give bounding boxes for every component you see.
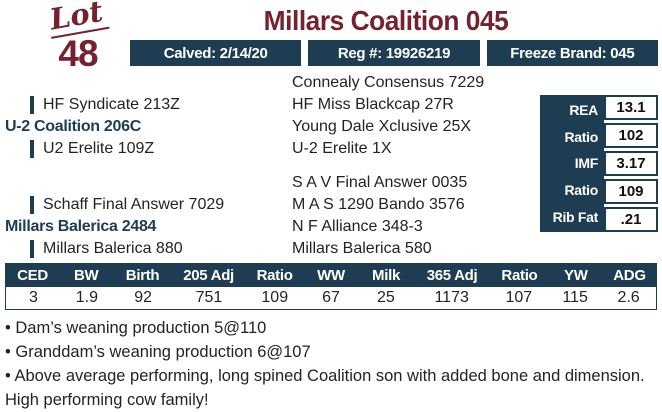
col-header: Milk <box>372 266 400 284</box>
pedigree-row: U2 Erelite 109Z U-2 Erelite 1X <box>5 138 540 160</box>
granddam-name: Millars Balerica 880 <box>43 240 183 257</box>
cell-value: 3 <box>28 289 38 306</box>
col-header: BW <box>73 266 99 284</box>
col-header: YW <box>564 266 588 284</box>
pedigree: Connealy Consensus 7229 HF Syndicate 213… <box>5 72 540 260</box>
lot-label: Lot <box>45 0 111 39</box>
cell-value: 25 <box>376 289 395 306</box>
pedigree-row: Millars Balerica 880 Millars Balerica 58… <box>5 238 540 260</box>
carcass-stats-labels: REA Ratio IMF Ratio Rib Fat <box>540 95 604 232</box>
stat-label-ratio-1: Ratio <box>564 128 598 145</box>
col-header: CED <box>17 266 48 284</box>
col-header: Birth <box>125 266 160 284</box>
cell-value: 109 <box>261 289 289 306</box>
notes-section: • Dam’s weaning production 5@110 • Grand… <box>5 316 657 412</box>
pedigree-bar <box>30 140 34 158</box>
stat-value-rea: 13.1 <box>604 95 658 120</box>
pedigree-bar <box>30 96 34 114</box>
ancestor-name: M A S 1290 Bando 3576 <box>292 196 465 213</box>
grandsire-name: HF Syndicate 213Z <box>43 96 180 113</box>
cell-value: 2.6 <box>617 289 640 306</box>
pedigree-row: Millars Balerica 2484 N F Alliance 348-3 <box>5 216 540 238</box>
stat-label-imf: IMF <box>574 155 599 172</box>
ancestor-name: U-2 Erelite 1X <box>292 140 392 157</box>
pedigree-row: S A V Final Answer 0035 <box>5 172 540 194</box>
col-header: Ratio <box>256 266 293 284</box>
col-header: ADG <box>613 266 646 284</box>
pedigree-row: Schaff Final Answer 7029 M A S 1290 Band… <box>5 194 540 216</box>
pedigree-row: Connealy Consensus 7229 <box>5 72 540 94</box>
ancestor-name: Connealy Consensus 7229 <box>292 74 485 91</box>
cell-value: 1173 <box>434 289 469 306</box>
performance-table-row: 3 1.9 92 751 109 67 25 1173 107 115 2.6 <box>5 287 657 310</box>
grandsire-name: Schaff Final Answer 7029 <box>43 196 225 213</box>
cell-value: 115 <box>562 289 588 306</box>
stat-value-ribfat: .21 <box>604 207 658 232</box>
calved-date-chip: Calved: 2/14/20 <box>130 40 302 66</box>
cell-value: 107 <box>505 289 533 306</box>
stat-value-ratio-2: 109 <box>604 179 658 204</box>
note-line: • Granddam’s weaning production 6@107 <box>5 343 311 361</box>
col-header: 365 Adj <box>426 266 478 284</box>
lot-number: 48 <box>58 32 98 74</box>
carcass-stats-box: REA Ratio IMF Ratio Rib Fat 13.1 102 3.1… <box>540 95 658 232</box>
performance-table-header: CED BW Birth 205 Adj Ratio WW Milk 365 A… <box>5 263 657 287</box>
dam-name: Millars Balerica 2484 <box>5 218 157 235</box>
stat-value-ratio-1: 102 <box>604 123 658 148</box>
cell-value: 92 <box>134 289 153 306</box>
cell-value: 67 <box>322 289 340 306</box>
ancestor-name: HF Miss Blackcap 27R <box>292 96 454 113</box>
ancestor-name: N F Alliance 348-3 <box>292 218 423 235</box>
lot-block: Lot 48 <box>38 0 118 72</box>
pedigree-bar <box>30 196 34 214</box>
stat-label-ratio-2: Ratio <box>564 182 598 199</box>
pedigree-row: U-2 Coalition 206C Young Dale Xclusive 2… <box>5 116 540 138</box>
ancestor-name: Millars Balerica 580 <box>292 240 432 257</box>
stat-value-imf: 3.17 <box>604 151 658 176</box>
ancestor-name: Young Dale Xclusive 25X <box>292 118 472 135</box>
col-header: 205 Adj <box>183 266 234 284</box>
pedigree-bar <box>30 240 34 258</box>
performance-table: CED BW Birth 205 Adj Ratio WW Milk 365 A… <box>5 263 657 310</box>
col-header: Ratio <box>501 266 538 284</box>
stat-label-ribfat: Rib Fat <box>552 208 599 225</box>
granddam-name: U2 Erelite 109Z <box>43 140 155 157</box>
col-header: WW <box>317 266 345 284</box>
registration-number-chip: Reg #: 19926219 <box>308 40 480 66</box>
note-line: • Dam’s weaning production 5@110 <box>5 319 267 337</box>
sire-name: U-2 Coalition 206C <box>5 118 141 135</box>
info-chip-row: Calved: 2/14/20 Reg #: 19926219 Freeze B… <box>130 40 658 66</box>
animal-name-title: Millars Coalition 045 <box>263 5 509 36</box>
cell-value: 751 <box>195 289 223 306</box>
freeze-brand-chip: Freeze Brand: 045 <box>486 40 658 66</box>
ancestor-name: S A V Final Answer 0035 <box>292 174 468 191</box>
stat-label-rea: REA <box>569 102 598 119</box>
pedigree-row: HF Syndicate 213Z HF Miss Blackcap 27R <box>5 94 540 116</box>
cell-value: 1.9 <box>75 289 99 306</box>
carcass-stats-values: 13.1 102 3.17 109 .21 <box>604 95 658 232</box>
